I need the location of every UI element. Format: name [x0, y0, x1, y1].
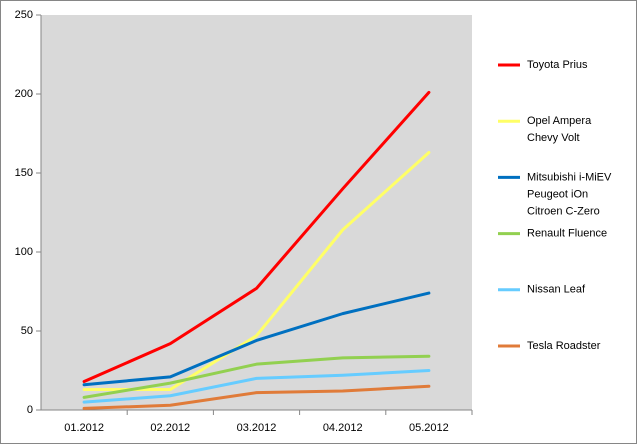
- x-tick-label: 04.2012: [323, 422, 363, 434]
- legend-label: Chevy Volt: [527, 132, 580, 144]
- legend-label: Renault Fluence: [527, 228, 607, 240]
- series-line: [82, 150, 431, 391]
- legend-label: Citroen C-Zero: [527, 205, 600, 217]
- legend-label: Opel Ampera: [527, 115, 592, 127]
- series-line: [82, 291, 431, 387]
- y-tick-label: 50: [21, 325, 33, 337]
- series-line: [82, 354, 431, 399]
- legend-label: Tesla Roadster: [527, 340, 601, 352]
- y-tick-label: 0: [27, 404, 33, 416]
- y-tick-label: 200: [15, 88, 33, 100]
- legend-label: Mitsubishi i-MiEV: [527, 171, 612, 183]
- y-tick-label: 250: [15, 9, 33, 21]
- legend-label: Nissan Leaf: [527, 284, 586, 296]
- x-tick-label: 02.2012: [150, 422, 190, 434]
- legend-label: Toyota Prius: [527, 59, 588, 71]
- x-tick-label: 01.2012: [64, 422, 104, 434]
- y-tick-label: 100: [15, 246, 33, 258]
- series-line: [82, 369, 431, 404]
- y-tick-label: 150: [15, 167, 33, 179]
- x-tick-label: 03.2012: [237, 422, 277, 434]
- plot-area: [41, 15, 472, 410]
- legend-label: Peugeot iOn: [527, 188, 588, 200]
- series-line: [82, 384, 431, 410]
- x-tick-label: 05.2012: [409, 422, 449, 434]
- series-line: [82, 90, 431, 384]
